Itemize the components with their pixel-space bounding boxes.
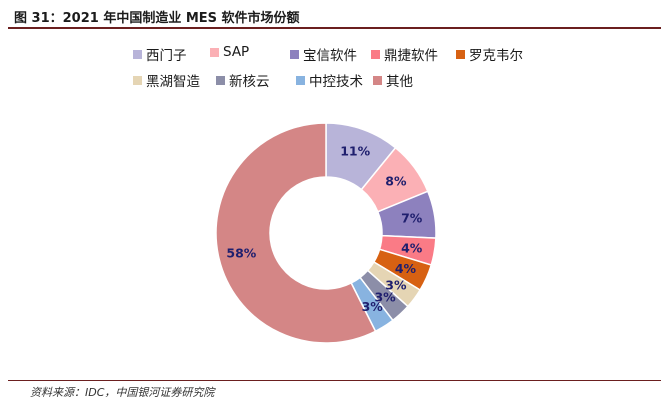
figure-title: 图 31：2021 年中国制造业 MES 软件市场份额 — [14, 11, 300, 26]
legend-swatch — [373, 75, 382, 85]
legend-label: 中控技术 — [309, 74, 363, 90]
legend-swatch — [290, 49, 299, 59]
slice-data-label: 3% — [374, 289, 396, 304]
legend-item: 西门子 — [133, 44, 187, 64]
legend-item: 罗克韦尔 — [456, 44, 523, 64]
title-divider — [8, 27, 661, 29]
legend-item: 中控技术 — [296, 70, 363, 90]
legend-item: 其他 — [373, 70, 413, 90]
donut-slices — [215, 122, 437, 344]
legend-swatch — [210, 47, 219, 57]
legend-item: 宝信软件 — [290, 44, 357, 64]
legend-label: 其他 — [386, 74, 413, 90]
legend-item: SAP — [210, 44, 249, 60]
footer-divider — [8, 380, 661, 381]
slice-data-label: 3% — [362, 299, 384, 314]
legend-label: 宝信软件 — [303, 48, 357, 64]
legend-label: 西门子 — [146, 48, 187, 64]
slice-data-label: 4% — [401, 240, 423, 255]
slice-data-label: 7% — [401, 211, 423, 226]
legend-label: 鼎捷软件 — [384, 48, 438, 64]
legend-label: 黑湖智造 — [146, 74, 200, 90]
legend-item: 黑湖智造 — [133, 70, 200, 90]
legend-swatch — [216, 75, 225, 85]
slice-data-label: 8% — [385, 174, 407, 189]
slice-data-label: 11% — [340, 144, 370, 159]
donut-data-labels: 11%8%7%4%4%3%3%3%58% — [226, 144, 422, 315]
legend-swatch — [456, 49, 465, 59]
slice-data-label: 3% — [385, 277, 407, 292]
legend-swatch — [296, 75, 305, 85]
slice-data-label: 58% — [226, 246, 256, 261]
legend-label: SAP — [223, 44, 250, 60]
legend-label: 罗克韦尔 — [469, 48, 523, 64]
legend-item: 新核云 — [216, 70, 270, 90]
legend-swatch — [371, 49, 380, 59]
legend-item: 鼎捷软件 — [371, 44, 438, 64]
source-note: 资料来源：IDC，中国银河证券研究院 — [30, 386, 215, 399]
chart-legend: 西门子 SAP 宝信软件 鼎捷软件 罗克韦尔黑湖智造 新核云 中控技术 其他 — [0, 0, 669, 100]
legend-swatch — [133, 49, 142, 59]
donut-slice — [215, 122, 377, 344]
legend-label: 新核云 — [229, 74, 270, 90]
legend-swatch — [133, 75, 142, 85]
slice-data-label: 4% — [395, 261, 417, 276]
